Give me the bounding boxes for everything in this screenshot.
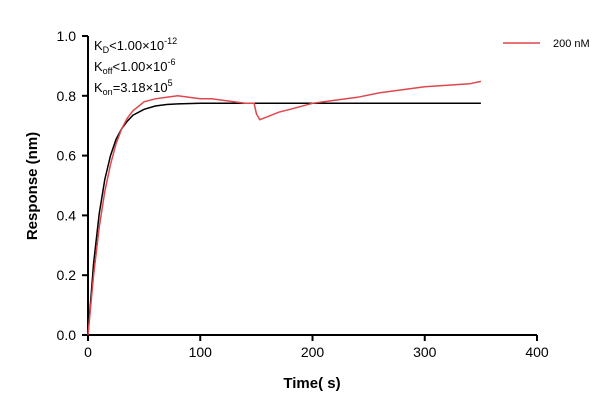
x-tick-label: 300 [413,344,437,360]
axes: 0 100 200 300 400 0.0 0.2 0.4 0.6 0.8 1.0 [57,28,549,360]
kinetic-annotation: Kon=3.18×105 [94,78,173,97]
x-tick-label: 400 [525,344,549,360]
kinetic-annotation: KD<1.00×10-12 [94,36,177,55]
x-tick-label: 100 [189,344,213,360]
annotations: KD<1.00×10-12 Koff<1.00×10-6 Kon=3.18×105 [94,36,177,97]
y-tick-label: 0.2 [57,267,77,283]
legend-label: 200 nM [553,38,590,50]
kinetic-annotation: Koff<1.00×10-6 [94,57,175,76]
series-group [87,80,482,336]
x-axis-label: Time( s) [283,375,340,392]
x-tick-label: 0 [84,344,92,360]
y-tick-label: 1.0 [57,28,77,44]
series-line-fit [87,102,481,336]
y-tick-label: 0.0 [57,327,77,343]
y-tick-label: 0.4 [57,207,77,223]
y-tick-label: 0.6 [57,148,77,164]
legend: 200 nM [503,38,590,50]
series-line-data [87,80,482,336]
x-tick-label: 200 [301,344,325,360]
y-tick-label: 0.8 [57,88,77,104]
y-axis-label: Response (nm) [24,132,41,240]
